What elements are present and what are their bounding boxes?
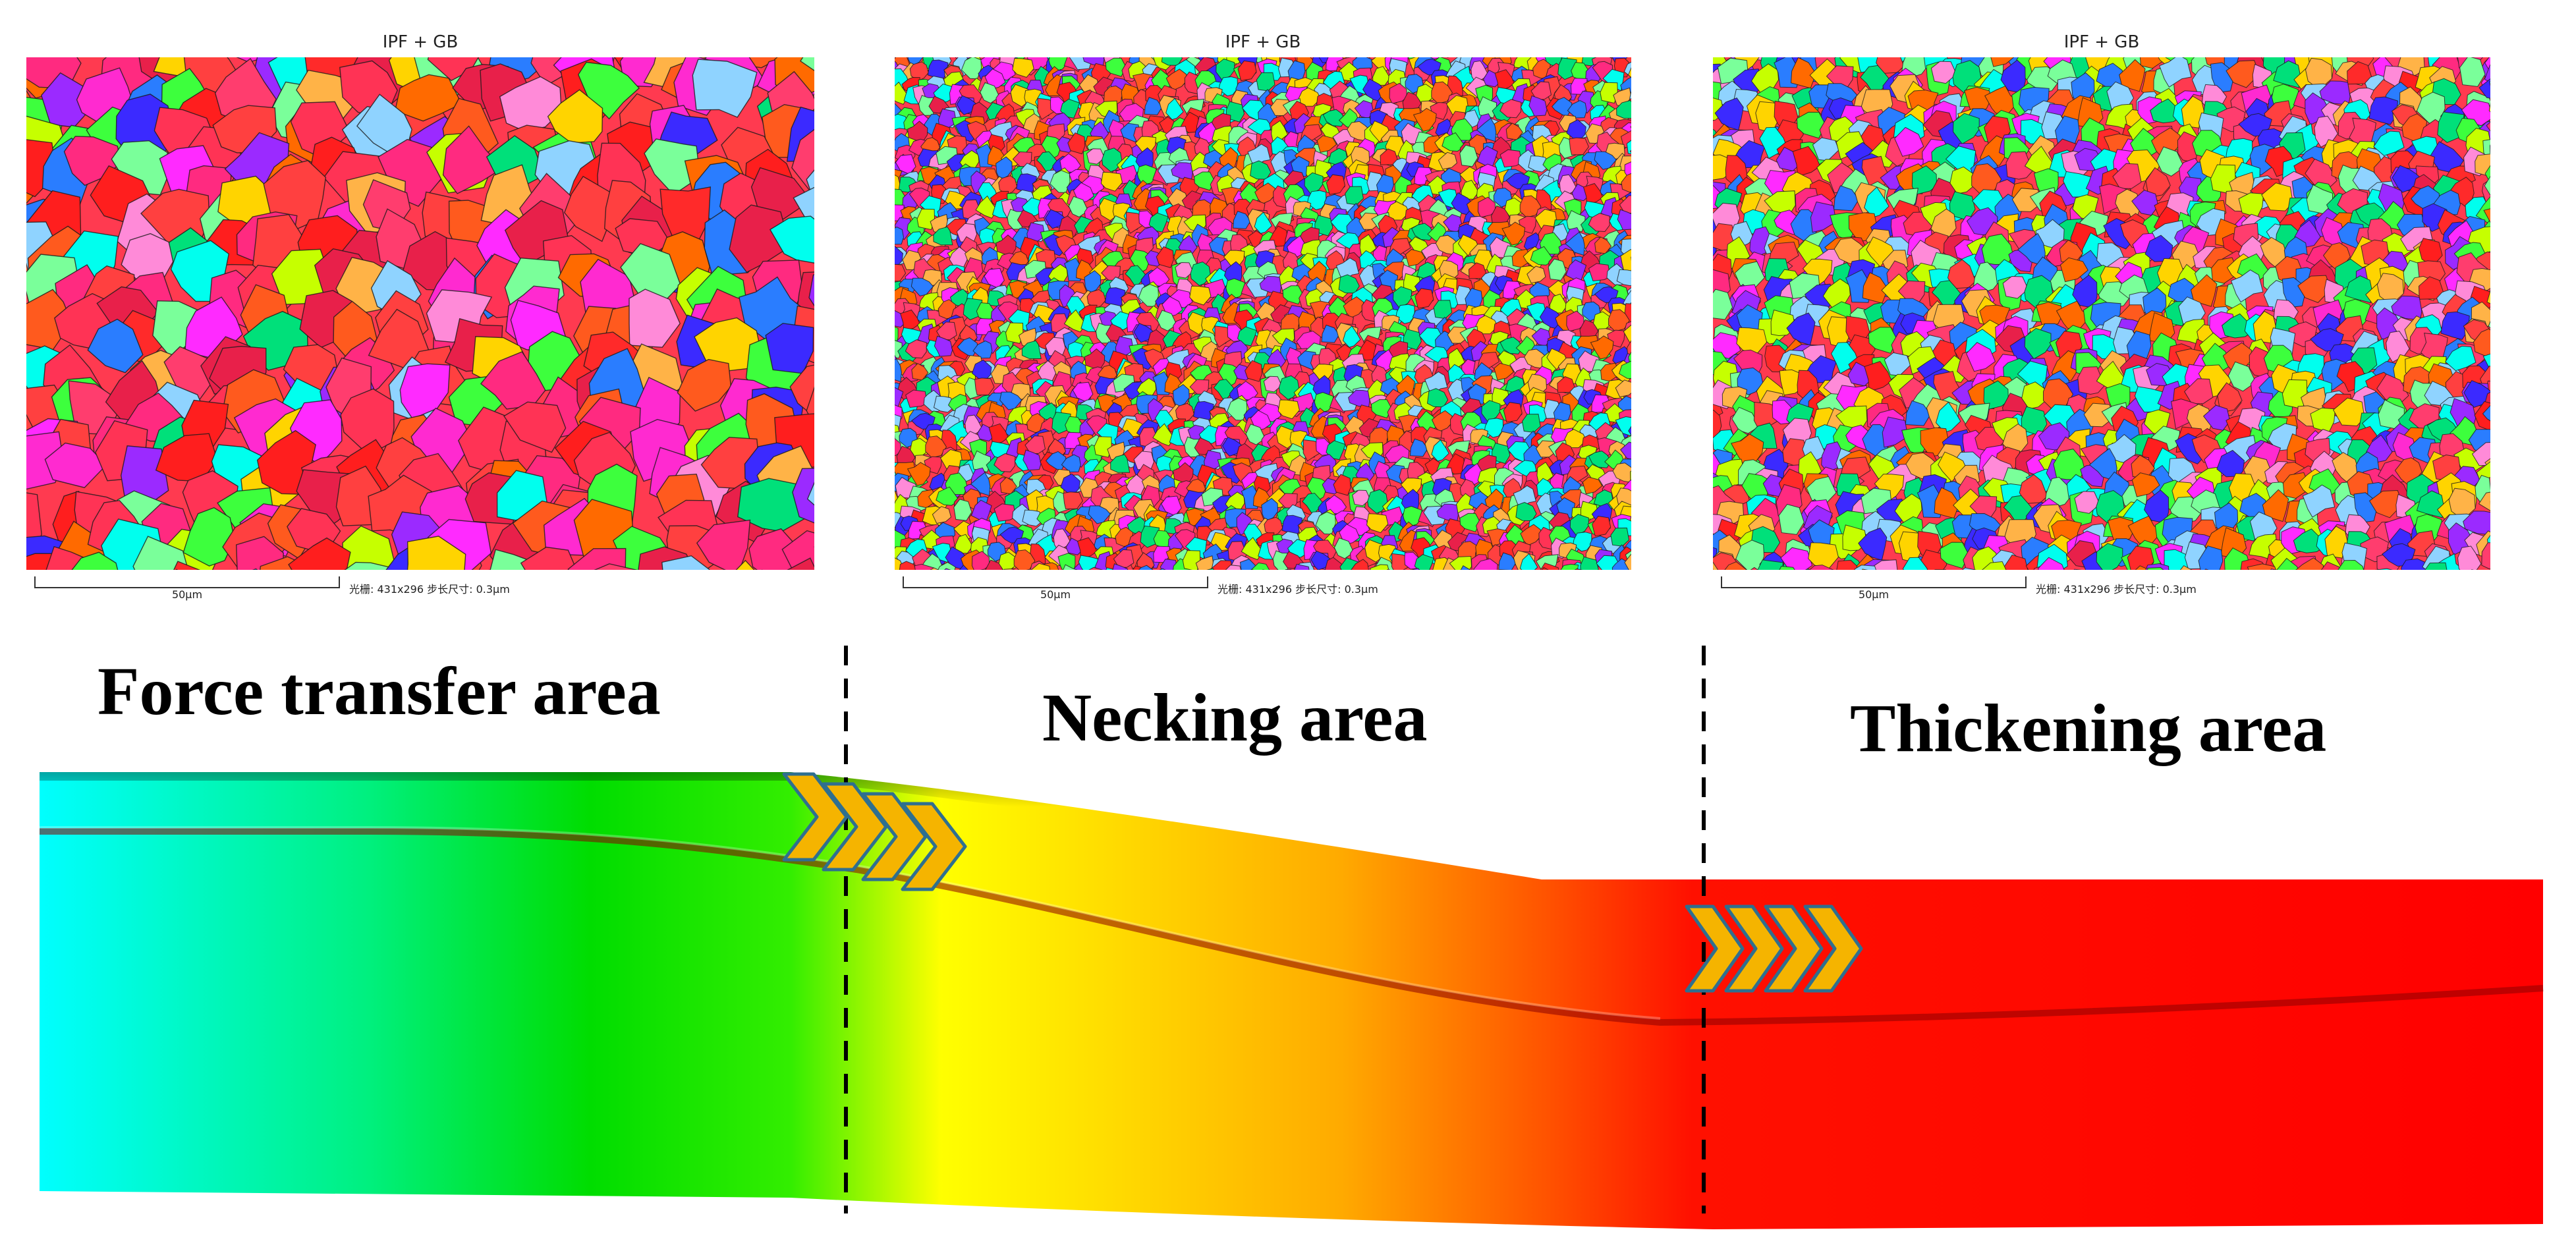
ipf-grain-map [1713,57,2490,570]
scan-info: 光栅: 431x296 步长尺寸: 0.3μm [349,583,510,596]
ipf-grain-map [26,57,814,570]
zone-label-force-transfer: Force transfer area [98,654,661,729]
scale-bar-label: 50μm [1858,588,1890,601]
panel-title: IPF + GB [382,32,459,52]
scan-info: 光栅: 431x296 步长尺寸: 0.3μm [1218,583,1378,596]
scale-bar-label: 50μm [171,588,203,601]
scan-info: 光栅: 431x296 步长尺寸: 0.3μm [2036,583,2197,596]
scale-bar-label: 50μm [1040,588,1071,601]
panel-footer: 50μm 光栅: 431x296 步长尺寸: 0.3μm [26,571,814,601]
scale-bar [903,576,1208,588]
panel-footer: 50μm 光栅: 431x296 步长尺寸: 0.3μm [1713,571,2490,601]
ebsd-map-panel-2: IPF + GB 50μm 光栅: 431x296 步长尺寸: 0.3μm [895,30,1631,601]
ebsd-map-panel-1: IPF + GB 50μm 光栅: 431x296 步长尺寸: 0.3μm [26,30,814,601]
inner-flow-line [40,828,2544,1026]
panel-title: IPF + GB [1225,32,1301,52]
panel-title: IPF + GB [2063,32,2140,52]
ebsd-map-panel-3: IPF + GB 50μm 光栅: 431x296 步长尺寸: 0.3μm [1713,30,2490,601]
zone-label-necking: Necking area [1042,680,1428,756]
ipf-grain-map [895,57,1631,570]
panel-footer: 50μm 光栅: 431x296 步长尺寸: 0.3μm [895,571,1631,601]
scale-bar [1721,576,2027,588]
chevron-arrow-icon [1685,905,1863,993]
chevron-arrow-icon [782,772,967,891]
scale-bar [34,576,340,588]
zone-label-thickening: Thickening area [1850,690,2327,766]
